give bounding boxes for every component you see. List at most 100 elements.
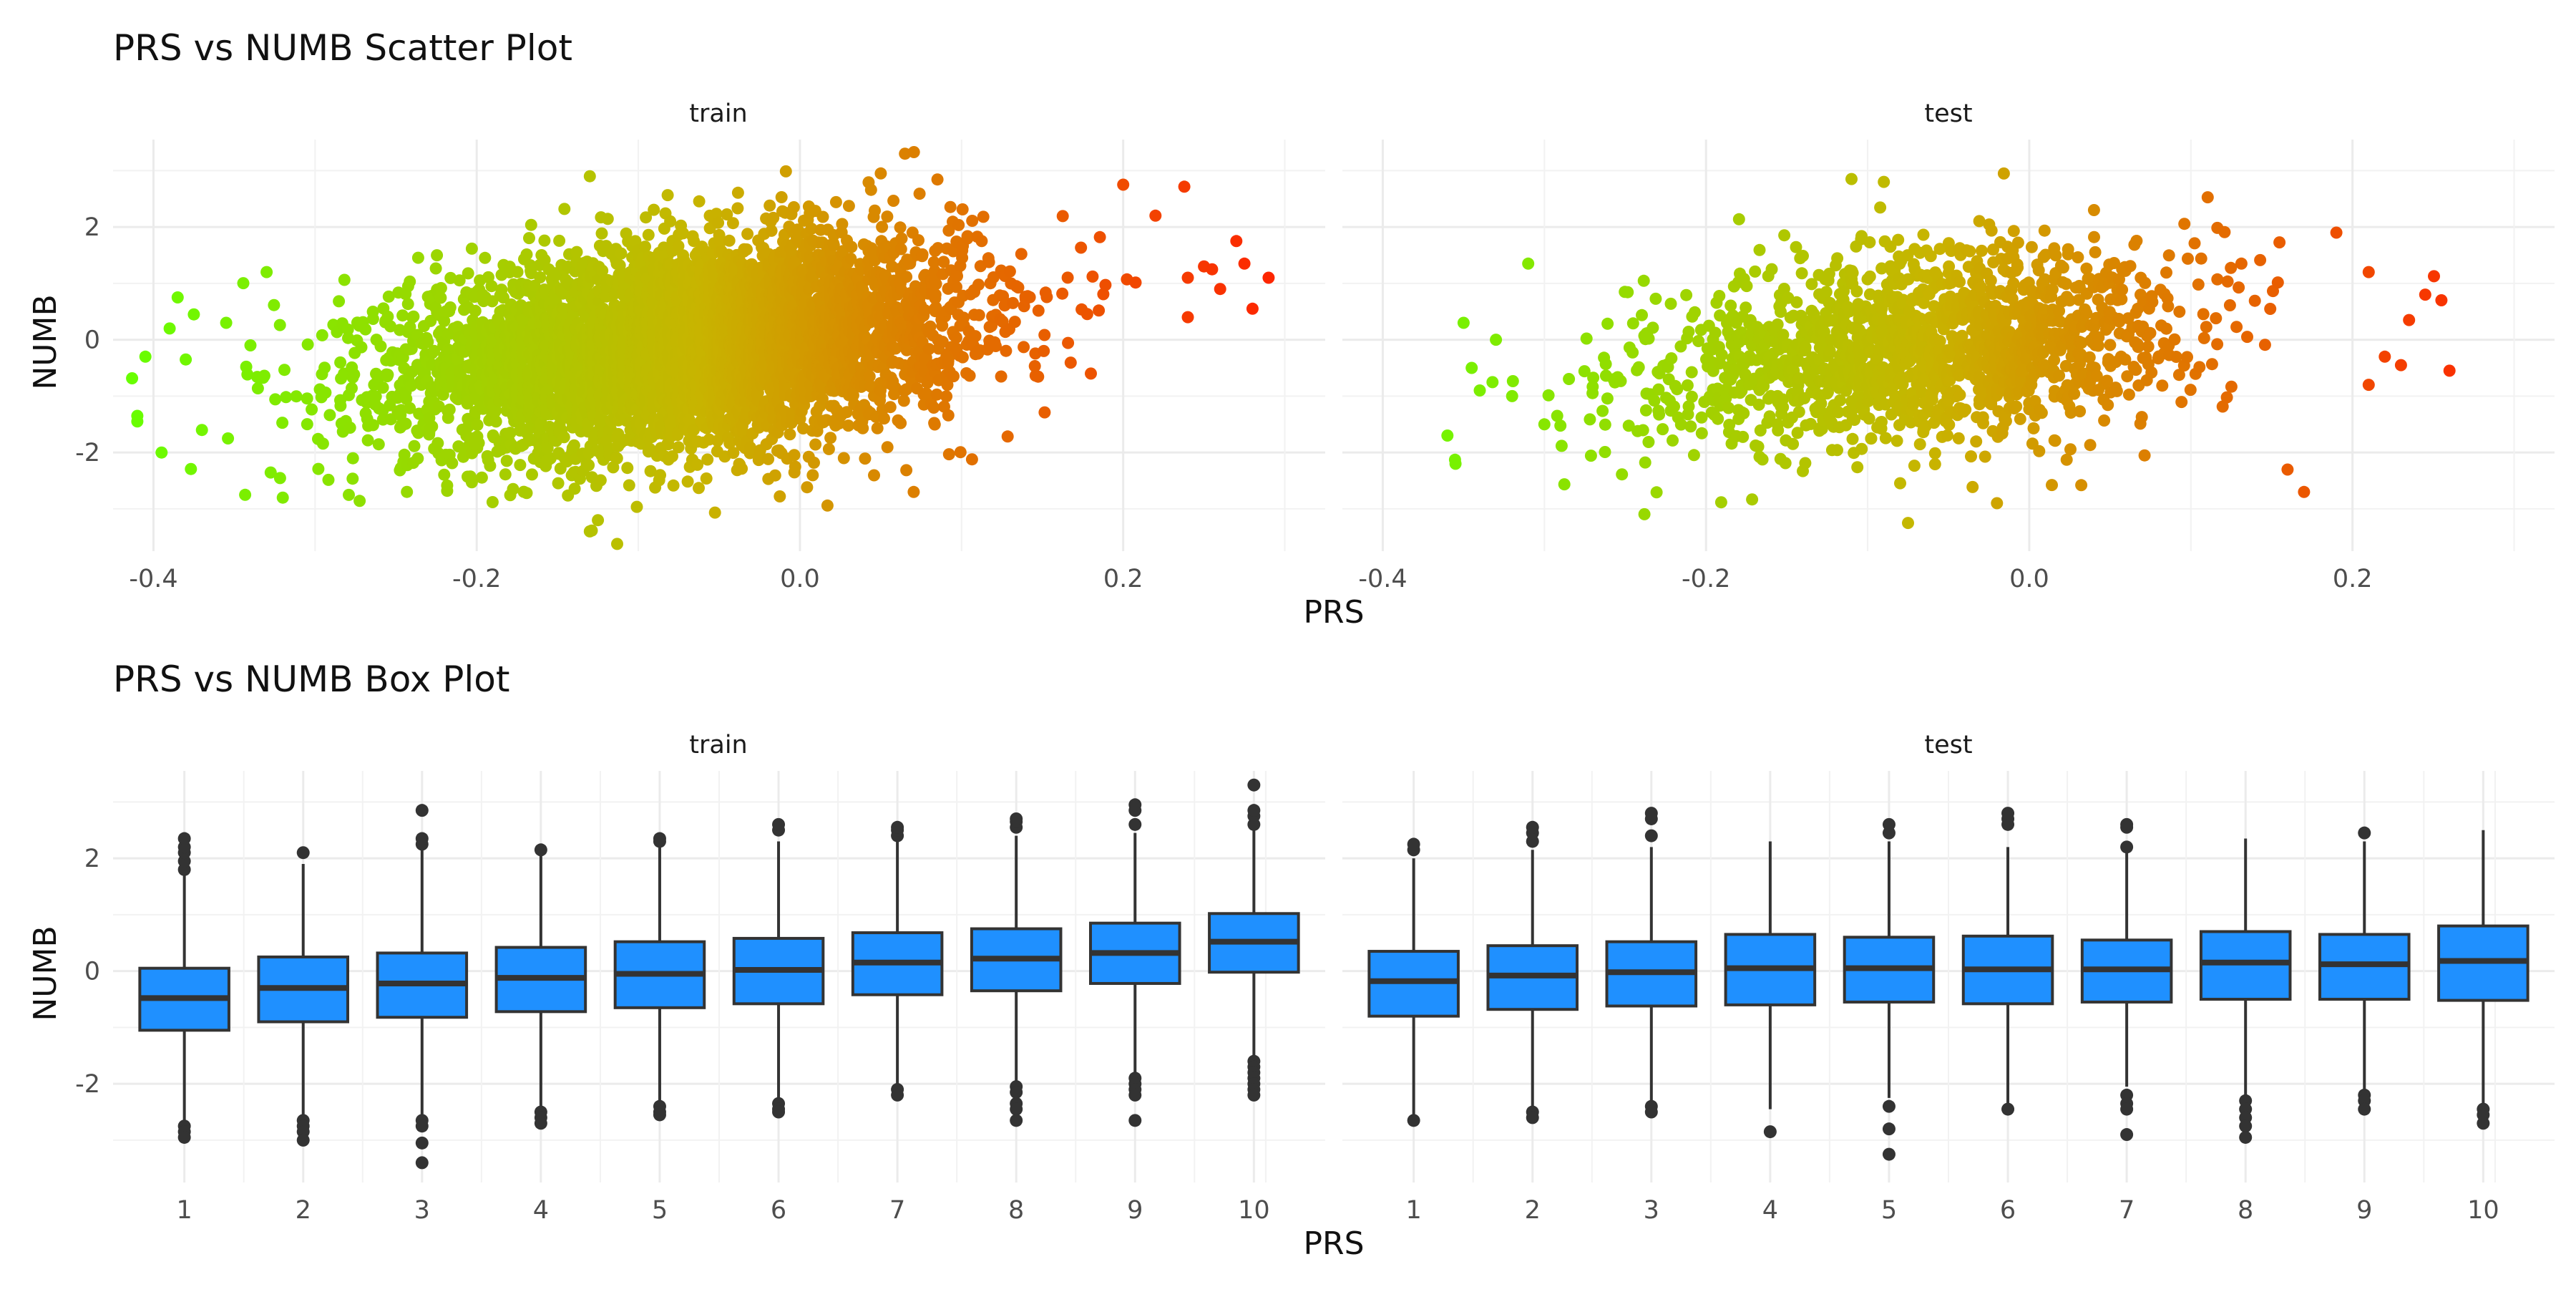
scatter-point-train bbox=[479, 252, 491, 264]
scatter-point-train bbox=[701, 454, 713, 466]
scatter-point-train bbox=[334, 356, 346, 369]
scatter-point-train bbox=[736, 462, 748, 475]
scatter-point-train bbox=[412, 252, 424, 264]
scatter-point-train bbox=[317, 437, 329, 450]
scatter-point-train bbox=[487, 496, 499, 508]
scatter-point-train bbox=[723, 235, 736, 247]
scatter-point-train bbox=[884, 401, 897, 413]
scatter-point-train bbox=[347, 452, 359, 465]
scatter-point-train bbox=[895, 243, 907, 256]
scatter-point-train bbox=[869, 205, 881, 217]
scatter-point-train bbox=[521, 248, 533, 261]
scatter-point-train bbox=[402, 298, 414, 310]
scatter-point-train bbox=[356, 341, 368, 354]
scatter-point-train bbox=[900, 464, 912, 476]
scatter-point-train bbox=[693, 482, 705, 494]
scatter-point-train bbox=[682, 475, 694, 487]
scatter-point-train bbox=[584, 170, 596, 183]
scatter-point-train bbox=[512, 266, 524, 278]
scatter-point-train bbox=[180, 354, 192, 366]
scatter-point-train bbox=[473, 437, 485, 449]
scatter-point-train bbox=[668, 480, 680, 492]
scatter-point-train bbox=[301, 392, 313, 404]
scatter-point-train bbox=[185, 463, 197, 475]
scatter-point-train bbox=[558, 431, 570, 443]
scatter-point-train bbox=[621, 462, 633, 474]
scatter-point-train bbox=[245, 339, 257, 351]
scatter-point-train bbox=[823, 443, 835, 455]
scatter-point-train bbox=[896, 233, 908, 245]
scatter-point-train bbox=[693, 195, 706, 208]
scatter-plot-title: PRS vs NUMB Scatter Plot bbox=[113, 27, 572, 69]
scatter-point-train bbox=[323, 409, 336, 421]
scatter-strip-train: train bbox=[689, 99, 747, 128]
scatter-point-train bbox=[501, 455, 513, 467]
scatter-point-train bbox=[602, 213, 614, 225]
scatter-point-train bbox=[712, 217, 724, 229]
scatter-point-train bbox=[462, 267, 474, 279]
scatter-point-train bbox=[643, 229, 655, 241]
scatter-point-train bbox=[523, 232, 535, 244]
scatter-point-train bbox=[239, 489, 251, 501]
scatter-point-train bbox=[673, 441, 685, 453]
scatter-point-train bbox=[164, 322, 176, 334]
scatter-point-train bbox=[654, 469, 666, 481]
scatter-point-train bbox=[252, 382, 264, 394]
scatter-point-train bbox=[596, 228, 608, 240]
scatter-point-train bbox=[258, 370, 270, 382]
scatter-point-train bbox=[344, 422, 356, 434]
scatter-point-train bbox=[131, 415, 143, 427]
scatter-point-train bbox=[731, 203, 743, 215]
scatter-point-train bbox=[874, 167, 887, 180]
scatter-point-train bbox=[615, 248, 628, 260]
scatter-point-train bbox=[472, 419, 484, 431]
scatter-point-train bbox=[155, 447, 167, 459]
scatter-point-train bbox=[409, 440, 421, 452]
scatter-point-train bbox=[553, 235, 565, 247]
scatter-point-train bbox=[662, 189, 674, 201]
scatter-point-train bbox=[838, 452, 850, 465]
scatter-point-train bbox=[438, 469, 450, 481]
scatter-point-train bbox=[774, 490, 786, 502]
scatter-point-train bbox=[836, 218, 848, 230]
scatter-point-train bbox=[277, 492, 289, 504]
scatter-point-train bbox=[490, 415, 502, 427]
scatter-point-train bbox=[876, 221, 888, 233]
scatter-point-train bbox=[367, 313, 379, 325]
scatter-point-train bbox=[444, 301, 457, 314]
scatter-point-train bbox=[859, 452, 871, 465]
scatter-point-train bbox=[769, 470, 781, 482]
scatter-point-train bbox=[514, 459, 526, 471]
scatter-point-train bbox=[878, 412, 890, 424]
scatter-point-train bbox=[809, 439, 821, 451]
scatter-point-train bbox=[806, 469, 819, 481]
scatter-point-train bbox=[538, 235, 550, 247]
scatter-point-train bbox=[766, 225, 778, 237]
scatter-point-train bbox=[222, 432, 234, 445]
scatter-point-train bbox=[238, 277, 250, 289]
scatter-point-train bbox=[276, 417, 288, 429]
scatter-point-train bbox=[407, 311, 419, 323]
scatter-point-train bbox=[525, 219, 537, 231]
scatter-point-train bbox=[664, 215, 676, 228]
scatter-point-train bbox=[435, 282, 447, 294]
scatter-point-train bbox=[788, 201, 800, 213]
scatter-point-train bbox=[377, 382, 389, 394]
scatter-point-train bbox=[362, 434, 374, 447]
scatter-point-train bbox=[552, 477, 565, 490]
scatter-point-train bbox=[196, 424, 208, 436]
scatter-point-train bbox=[278, 364, 291, 376]
scatter-point-train bbox=[348, 369, 360, 381]
scatter-point-train bbox=[780, 165, 792, 178]
scatter-point-train bbox=[887, 195, 899, 207]
scatter-point-train bbox=[346, 472, 358, 485]
scatter-point-train bbox=[709, 507, 721, 519]
scatter-point-train bbox=[319, 387, 331, 399]
scatter-point-train bbox=[741, 228, 753, 240]
scatter-point-train bbox=[373, 438, 385, 450]
scatter-point-train bbox=[301, 418, 313, 430]
scatter-point-train bbox=[808, 457, 820, 469]
scatter-point-train bbox=[269, 393, 281, 405]
scatter-point-train bbox=[801, 481, 813, 493]
